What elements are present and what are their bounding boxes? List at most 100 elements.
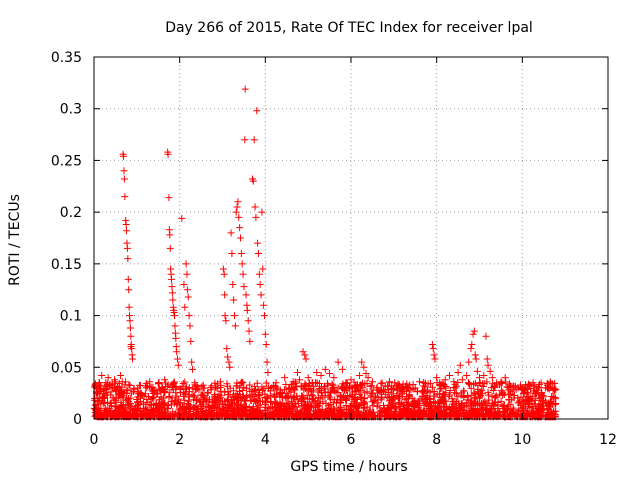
noise-point [298, 403, 306, 411]
data-point [428, 341, 436, 349]
noise-point [155, 409, 163, 417]
data-point [239, 270, 247, 278]
noise-point [240, 409, 248, 417]
noise-point [481, 397, 489, 405]
noise-point [202, 407, 210, 415]
noise-point [328, 380, 336, 388]
noise-point [450, 412, 458, 420]
noise-point [214, 399, 222, 407]
noise-point [173, 401, 181, 409]
noise-point [350, 394, 358, 402]
noise-point [185, 384, 193, 392]
noise-point [403, 384, 411, 392]
noise-point [165, 393, 173, 401]
noise-point [541, 397, 549, 405]
noise-point [279, 390, 287, 398]
data-point [281, 374, 289, 382]
data-point [172, 334, 180, 342]
noise-point [463, 412, 471, 420]
noise-point [357, 394, 365, 402]
noise-point [363, 388, 371, 396]
noise-point [478, 386, 486, 394]
noise-point [121, 381, 129, 389]
noise-point [454, 393, 462, 401]
data-point [256, 281, 264, 289]
data-point [168, 275, 176, 283]
noise-point [141, 411, 149, 419]
noise-point [488, 393, 496, 401]
noise-point [311, 410, 319, 418]
data-point [249, 177, 257, 185]
data-point [261, 330, 269, 338]
noise-point [211, 383, 219, 391]
data-point [245, 327, 253, 335]
noise-point [531, 396, 539, 404]
noise-point [185, 406, 193, 414]
data-point [241, 85, 249, 93]
noise-point [286, 384, 294, 392]
x-tick-label: 10 [513, 432, 531, 448]
data-point [501, 374, 509, 382]
noise-point [98, 395, 106, 403]
data-point [183, 286, 191, 294]
noise-point [280, 407, 288, 415]
noise-point [451, 401, 459, 409]
noise-point [361, 399, 369, 407]
noise-point [476, 400, 484, 408]
noise-point [547, 379, 555, 387]
noise-point [171, 396, 179, 404]
noise-point [476, 379, 484, 387]
data-point [182, 260, 190, 268]
noise-point [148, 407, 156, 415]
noise-point [409, 400, 417, 408]
noise-point [160, 394, 168, 402]
noise-point [272, 386, 280, 394]
noise-point [116, 409, 124, 417]
noise-point [103, 398, 111, 406]
data-point [330, 374, 338, 382]
y-tick-label: 0.05 [51, 360, 82, 376]
noise-point [140, 401, 148, 409]
data-point [127, 332, 135, 340]
data-point [184, 293, 192, 301]
noise-point [478, 390, 486, 398]
axis-ticks [93, 56, 609, 420]
data-point [120, 152, 128, 160]
noise-point [512, 385, 520, 393]
noise-point [469, 401, 477, 409]
data-point [483, 355, 491, 363]
noise-point [127, 411, 135, 419]
noise-point [472, 394, 480, 402]
noise-point [400, 406, 408, 414]
noise-point [384, 405, 392, 413]
noise-point [237, 379, 245, 387]
noise-point [350, 401, 358, 409]
noise-point [489, 387, 497, 395]
noise-point [367, 389, 375, 397]
noise-point [259, 387, 267, 395]
data-point [237, 250, 245, 258]
y-tick-label: 0.35 [51, 50, 82, 66]
data-point [246, 337, 254, 345]
noise-point [337, 393, 345, 401]
noise-point [535, 400, 543, 408]
data-point [126, 324, 134, 332]
noise-point [538, 406, 546, 414]
noise-point [239, 379, 247, 387]
noise-point [347, 402, 355, 410]
data-point [364, 374, 372, 382]
noise-point [446, 386, 454, 394]
noise-point [420, 402, 428, 410]
noise-point [275, 410, 283, 418]
noise-point [152, 405, 160, 413]
noise-point [434, 399, 442, 407]
noise-point [481, 401, 489, 409]
y-tick-label: 0.2 [60, 205, 82, 221]
noise-point [300, 383, 308, 391]
noise-point [331, 412, 339, 420]
data-point [230, 296, 238, 304]
data-point [471, 351, 479, 359]
data-point [480, 372, 488, 380]
noise-point [459, 409, 467, 417]
